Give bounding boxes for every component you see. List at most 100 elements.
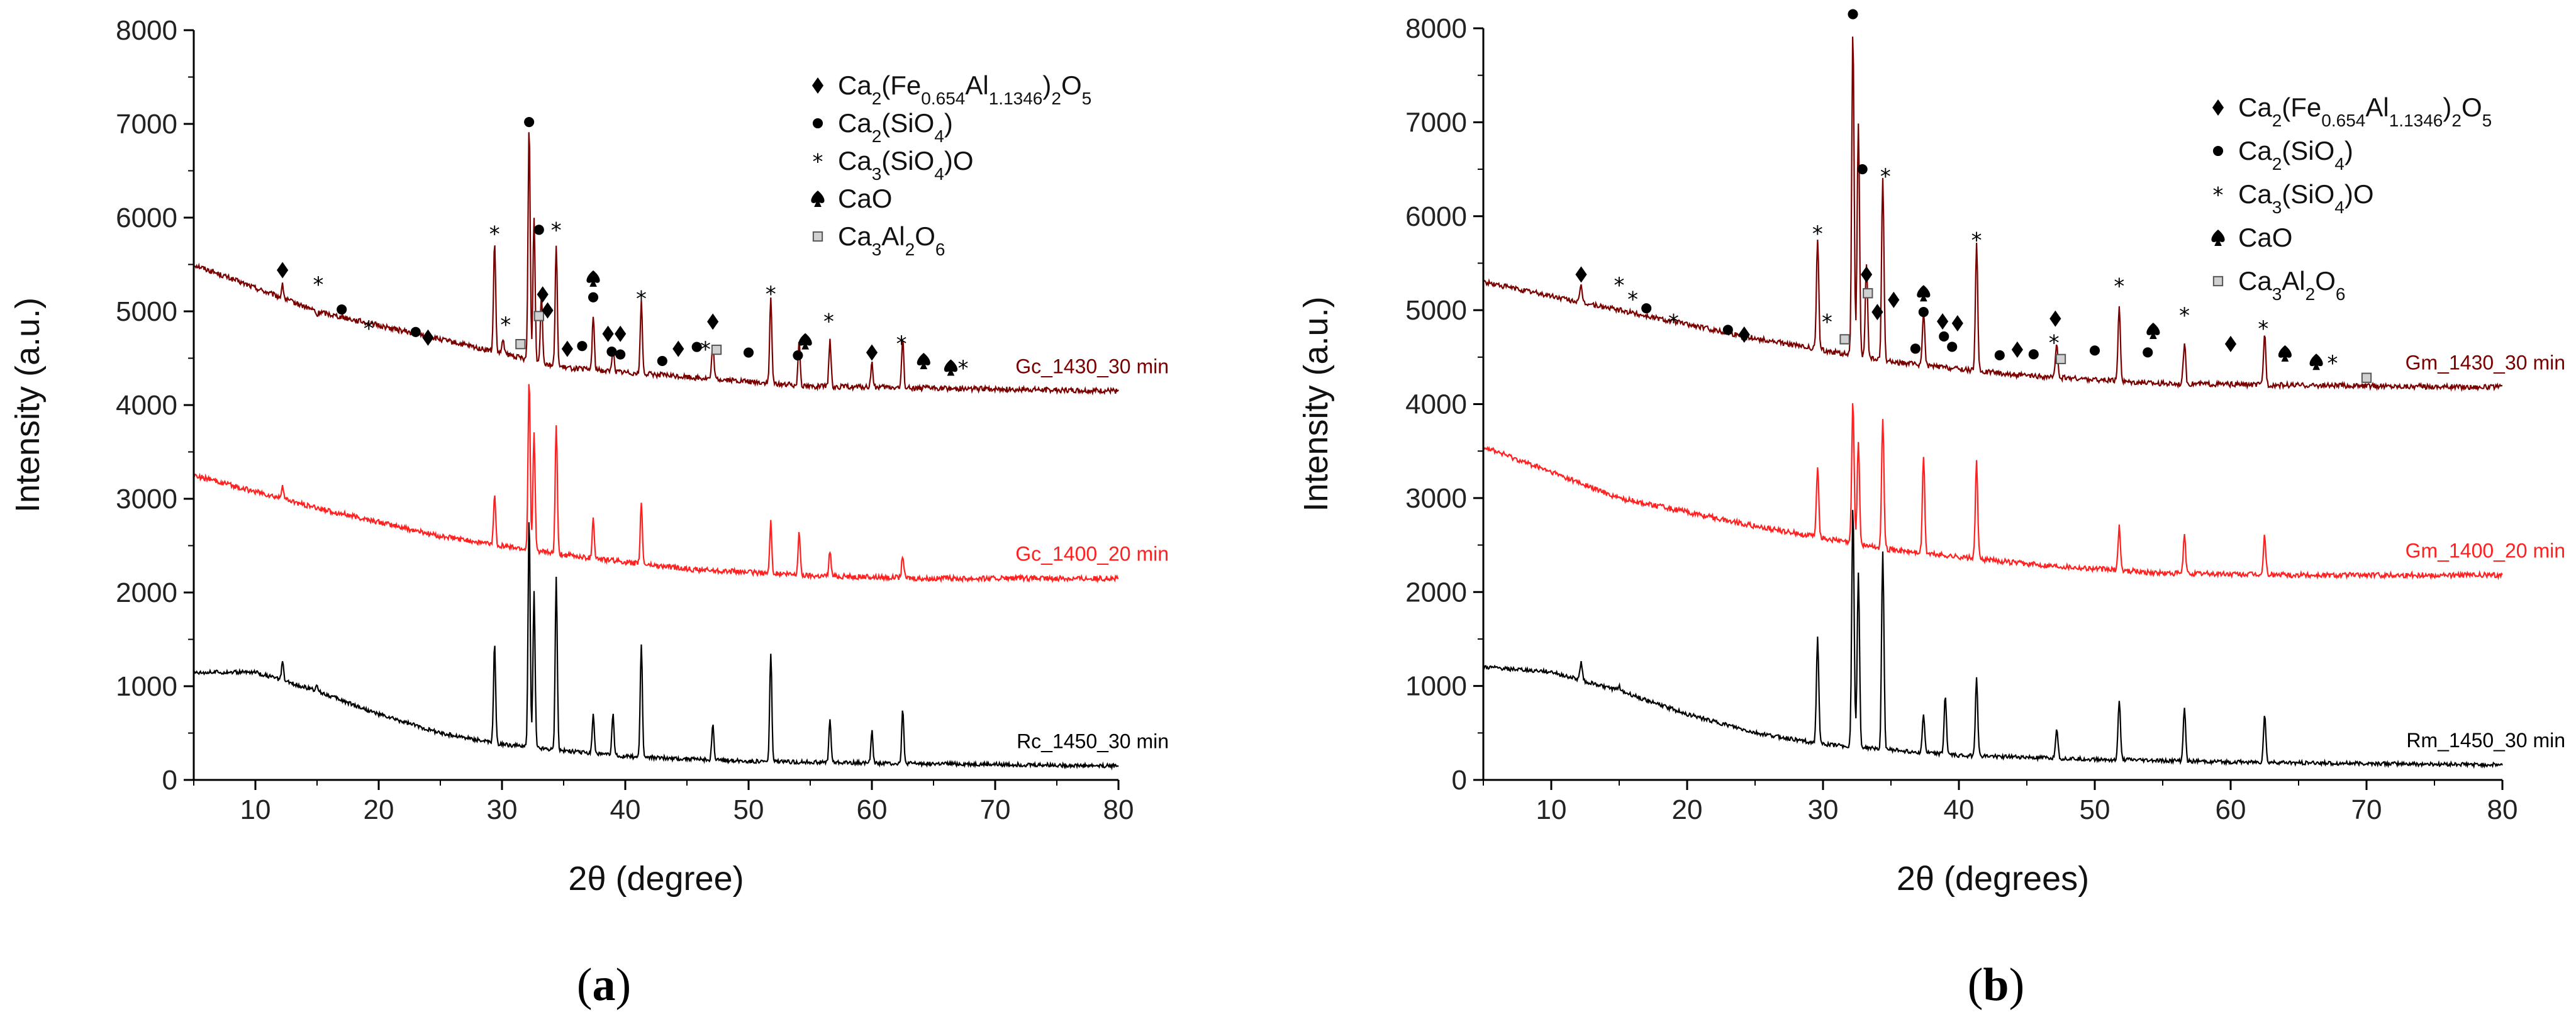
circle-marker — [1994, 350, 2005, 360]
diamond-marker — [537, 286, 549, 303]
y-axis-title: Intensity (a.u.) — [1297, 296, 1335, 511]
circle-marker — [743, 347, 754, 358]
legend-diamond-icon — [811, 77, 824, 94]
circle-marker — [1910, 343, 1921, 354]
star-marker: * — [500, 313, 511, 337]
y-tick-label: 6000 — [1405, 201, 1467, 232]
y-tick-label: 5000 — [116, 296, 177, 327]
legend-circle-icon — [812, 118, 823, 129]
star-marker: * — [1971, 228, 1982, 252]
y-tick-label: 2000 — [1405, 577, 1467, 608]
x-tick-label: 60 — [857, 794, 888, 825]
legend-square-icon — [2212, 275, 2224, 287]
diamond-marker — [866, 344, 878, 361]
legend-entry: Ca2(SiO4) — [838, 108, 953, 146]
legend-square-icon — [812, 231, 823, 242]
spade-marker — [798, 333, 812, 350]
x-axis-title: 2θ (degrees) — [1897, 860, 2089, 898]
x-tick-label: 10 — [1536, 794, 1567, 825]
star-marker: * — [766, 282, 776, 306]
legend-entry: Ca3Al2O6 — [838, 221, 945, 259]
diamond-marker — [1861, 266, 1873, 283]
square-marker — [2055, 353, 2066, 364]
circle-marker — [1848, 9, 1858, 19]
circle-marker — [793, 350, 803, 361]
circle-marker — [615, 349, 626, 360]
y-tick-label: 0 — [162, 765, 177, 796]
x-tick-label: 40 — [610, 794, 641, 825]
star-marker: * — [489, 222, 500, 247]
square-marker — [1839, 334, 1850, 345]
y-tick-label: 4000 — [116, 390, 177, 421]
circle-marker — [691, 342, 702, 352]
series-label: Gm_1400_20 min — [2406, 539, 2565, 562]
diamond-marker — [1738, 326, 1750, 343]
series-label: Gm_1430_30 min — [2406, 352, 2565, 374]
x-tick-label: 40 — [1944, 794, 1975, 825]
square-marker — [711, 344, 722, 355]
circle-marker — [606, 347, 617, 357]
series-line-2 — [1483, 403, 2503, 581]
diamond-marker — [615, 325, 627, 342]
circle-marker — [1947, 342, 1958, 352]
star-marker: * — [1668, 309, 1679, 334]
star-marker: * — [823, 309, 834, 333]
diamond-marker — [602, 325, 614, 342]
spade-marker — [917, 352, 930, 369]
panel-label: (b) — [1968, 959, 2024, 1011]
star-marker: * — [313, 272, 324, 297]
x-tick-label: 70 — [2351, 794, 2382, 825]
x-tick-label: 70 — [980, 794, 1011, 825]
x-axis-title: 2θ (degree) — [568, 860, 744, 898]
panel-label: (a) — [577, 959, 631, 1011]
circle-marker — [410, 326, 421, 337]
circle-marker — [1918, 307, 1929, 318]
spade-marker — [1917, 285, 1931, 302]
diamond-marker — [277, 262, 289, 279]
y-tick-label: 0 — [1452, 765, 1467, 796]
x-tick-label: 20 — [364, 794, 394, 825]
diamond-marker — [672, 340, 684, 357]
legend-star-icon: * — [813, 149, 823, 174]
series-line-1 — [1482, 36, 2503, 392]
series-label: Gc_1430_30 min — [1015, 355, 1169, 378]
xrd-chart-a: Gc_1430_30 min Gc_1400_20 min Rc_1450_30 m… — [9, 15, 1169, 1011]
y-tick-label: 8000 — [116, 15, 177, 46]
star-marker: * — [1812, 221, 1823, 246]
y-tick-label: 1000 — [116, 671, 177, 702]
diamond-marker — [561, 340, 573, 357]
diamond-marker — [2011, 341, 2023, 358]
square-marker — [2361, 372, 2372, 383]
diamond-marker — [707, 313, 719, 330]
star-marker: * — [2049, 330, 2060, 355]
star-marker: * — [2179, 303, 2190, 328]
diamond-marker — [1888, 291, 1900, 308]
star-marker: * — [896, 331, 907, 356]
y-tick-label: 6000 — [116, 203, 177, 233]
star-marker: * — [364, 316, 374, 341]
x-tick-label: 80 — [2487, 794, 2518, 825]
series-line-2 — [193, 384, 1119, 584]
y-tick-label: 7000 — [116, 109, 177, 140]
diamond-marker — [1575, 266, 1587, 283]
circle-marker — [1857, 164, 1868, 175]
circle-marker — [577, 341, 588, 352]
circle-marker — [524, 116, 535, 128]
circle-marker — [2089, 345, 2100, 356]
legend-entry: Ca2(Fe0.654Al1.1346)2O5 — [2238, 92, 2492, 130]
legend-spade-icon — [811, 191, 825, 207]
diamond-marker — [422, 329, 434, 346]
y-tick-label: 1000 — [1405, 671, 1467, 702]
circle-marker — [2143, 347, 2153, 358]
star-marker: * — [1880, 164, 1891, 189]
legend-entry: Ca2(SiO4) — [2238, 136, 2353, 174]
star-marker: * — [2258, 316, 2268, 341]
y-tick-label: 2000 — [116, 577, 177, 608]
xrd-chart-a-svg: Gc_1430_30 min Gc_1400_20 min Rc_1450_30 m… — [9, 15, 1169, 1011]
legend-entry: Ca3Al2O6 — [2238, 266, 2345, 304]
circle-marker — [1722, 325, 1733, 335]
x-tick-label: 50 — [733, 794, 764, 825]
x-tick-label: 30 — [487, 794, 518, 825]
y-axis-title: Intensity (a.u.) — [9, 298, 47, 513]
star-marker: * — [700, 337, 711, 362]
